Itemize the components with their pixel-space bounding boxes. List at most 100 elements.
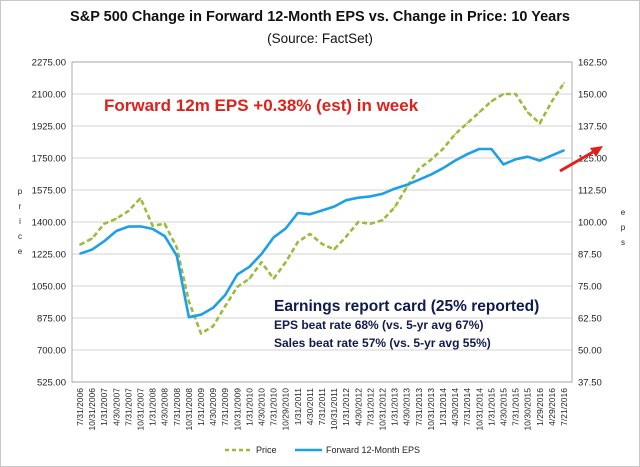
price-data-point [296,241,299,244]
legend-eps-label: Forward 12-Month EPS [326,445,420,455]
price-data-point [417,168,420,170]
annotation-weekly-eps: Forward 12m EPS +0.38% (est) in week [104,96,419,115]
x-tick-label: 1/31/2014 [438,388,448,426]
eps-data-point [345,199,348,202]
price-data-point [175,246,178,249]
x-axis-ticks: 7/31/2006 10/31/2006 1/31/2007 4/30/2007 7/3… [75,388,569,431]
eps-data-point [514,158,517,161]
price-data-point [212,325,215,328]
eps-data-point [236,273,239,276]
legend: Price Forward 12-Month EPS [225,445,420,455]
right-tick-label: 162.50 [578,58,607,69]
eps-data-point [454,159,456,162]
eps-data-point [284,227,287,230]
eps-data-point [381,192,384,195]
eps-data-point [563,149,565,152]
x-tick-label: 10/30/2015 [523,388,533,431]
price-data-point [248,277,251,280]
eps-data-point [139,225,142,228]
series-lines [79,82,566,335]
x-tick-label: 1/31/2009 [196,388,206,426]
left-tick-label: 1750.00 [32,154,66,165]
x-tick-label: 10/31/2009 [232,388,242,431]
eps-data-point [333,205,335,208]
eps-series-line [79,147,565,319]
eps-data-point [430,173,432,176]
x-tick-label: 4/30/2015 [499,388,509,426]
right-axis-ticks: 162.50 150.00 137.50 125.00 112.50 100.00 87.5… [578,58,607,389]
left-tick-label: 2100.00 [32,90,66,101]
price-series-line [79,82,566,335]
x-tick-label: 7/31/2010 [269,388,279,426]
price-data-point [357,221,360,223]
price-data-point [200,332,202,335]
eps-data-point [321,209,323,212]
x-tick-label: 7/31/2011 [317,388,327,425]
left-tick-label: 700.00 [37,346,66,357]
x-tick-label: 1/31/2011 [293,388,303,425]
price-data-point [309,232,311,235]
eps-data-point [91,248,93,251]
x-tick-label: 10/31/2006 [87,388,97,431]
legend-price-label: Price [256,445,277,455]
x-tick-label: 7/31/2007 [123,388,133,426]
eps-data-point [357,196,360,199]
eps-data-point [200,313,202,316]
x-tick-label: 7/31/2013 [414,388,424,426]
price-data-point [466,122,469,125]
price-data-point [224,305,227,308]
left-tick-label: 2275.00 [32,58,66,69]
price-data-point [478,111,481,114]
annotation-eps-beat: EPS beat rate 68% (vs. 5-yr avg 67%) [274,318,483,332]
right-tick-label: 87.50 [578,250,602,261]
x-tick-label: 7/31/2008 [172,388,182,426]
eps-data-point [466,153,469,156]
price-data-point [345,235,348,238]
right-tick-label: 62.50 [578,314,602,325]
x-tick-label: 4/30/2014 [450,388,460,426]
x-tick-label: 10/29/2010 [281,388,291,431]
x-tick-label: 10/31/2008 [184,388,194,431]
x-tick-label: 1/31/2013 [390,388,400,426]
eps-data-point [248,265,251,268]
x-tick-label: 1/29/2016 [535,388,545,426]
eps-data-point [490,148,493,150]
chart-subtitle: (Source: FactSet) [267,31,373,46]
price-data-point [514,93,517,95]
eps-data-point [551,154,553,157]
chart-title: S&P 500 Change in Forward 12-Month EPS v… [70,9,570,25]
eps-data-point [188,316,190,319]
price-data-point [139,197,142,200]
eps-data-point [115,230,118,232]
eps-data-point [163,235,166,237]
price-data-point [284,261,287,264]
x-tick-label: 4/30/2011 [305,388,315,425]
x-tick-label: 7/31/2006 [75,388,85,426]
price-data-point [538,122,541,125]
right-tick-label: 125.00 [578,154,607,165]
eps-data-point [526,155,529,158]
price-data-point [393,206,396,209]
left-axis-label-letter: p [18,187,23,196]
right-tick-label: 112.50 [578,186,606,197]
x-tick-label: 4/30/2012 [353,388,363,426]
eps-data-point [272,236,275,239]
price-data-point [454,133,456,136]
x-tick-label: 1/31/2012 [341,388,351,426]
x-tick-label: 10/31/2011 [329,388,339,430]
price-data-point [333,248,335,251]
x-tick-label: 1/31/2015 [486,388,496,426]
x-tick-label: 10/31/2014 [474,388,484,431]
right-tick-label: 37.50 [578,378,602,389]
x-tick-label: 1/31/2010 [244,388,254,426]
eps-data-point [478,148,481,150]
annotation-report-card: Earnings report card (25% reported) [274,298,539,315]
x-tick-label: 7/31/2009 [220,388,230,426]
x-tick-label: 4/30/2010 [257,388,267,426]
eps-data-point [296,212,299,214]
eps-data-point [309,213,311,216]
left-axis-ticks: 2275.00 2100.00 1925.00 1750.00 1575.00 1400.… [32,58,66,389]
price-data-point [321,243,323,245]
price-data-point [442,147,444,150]
